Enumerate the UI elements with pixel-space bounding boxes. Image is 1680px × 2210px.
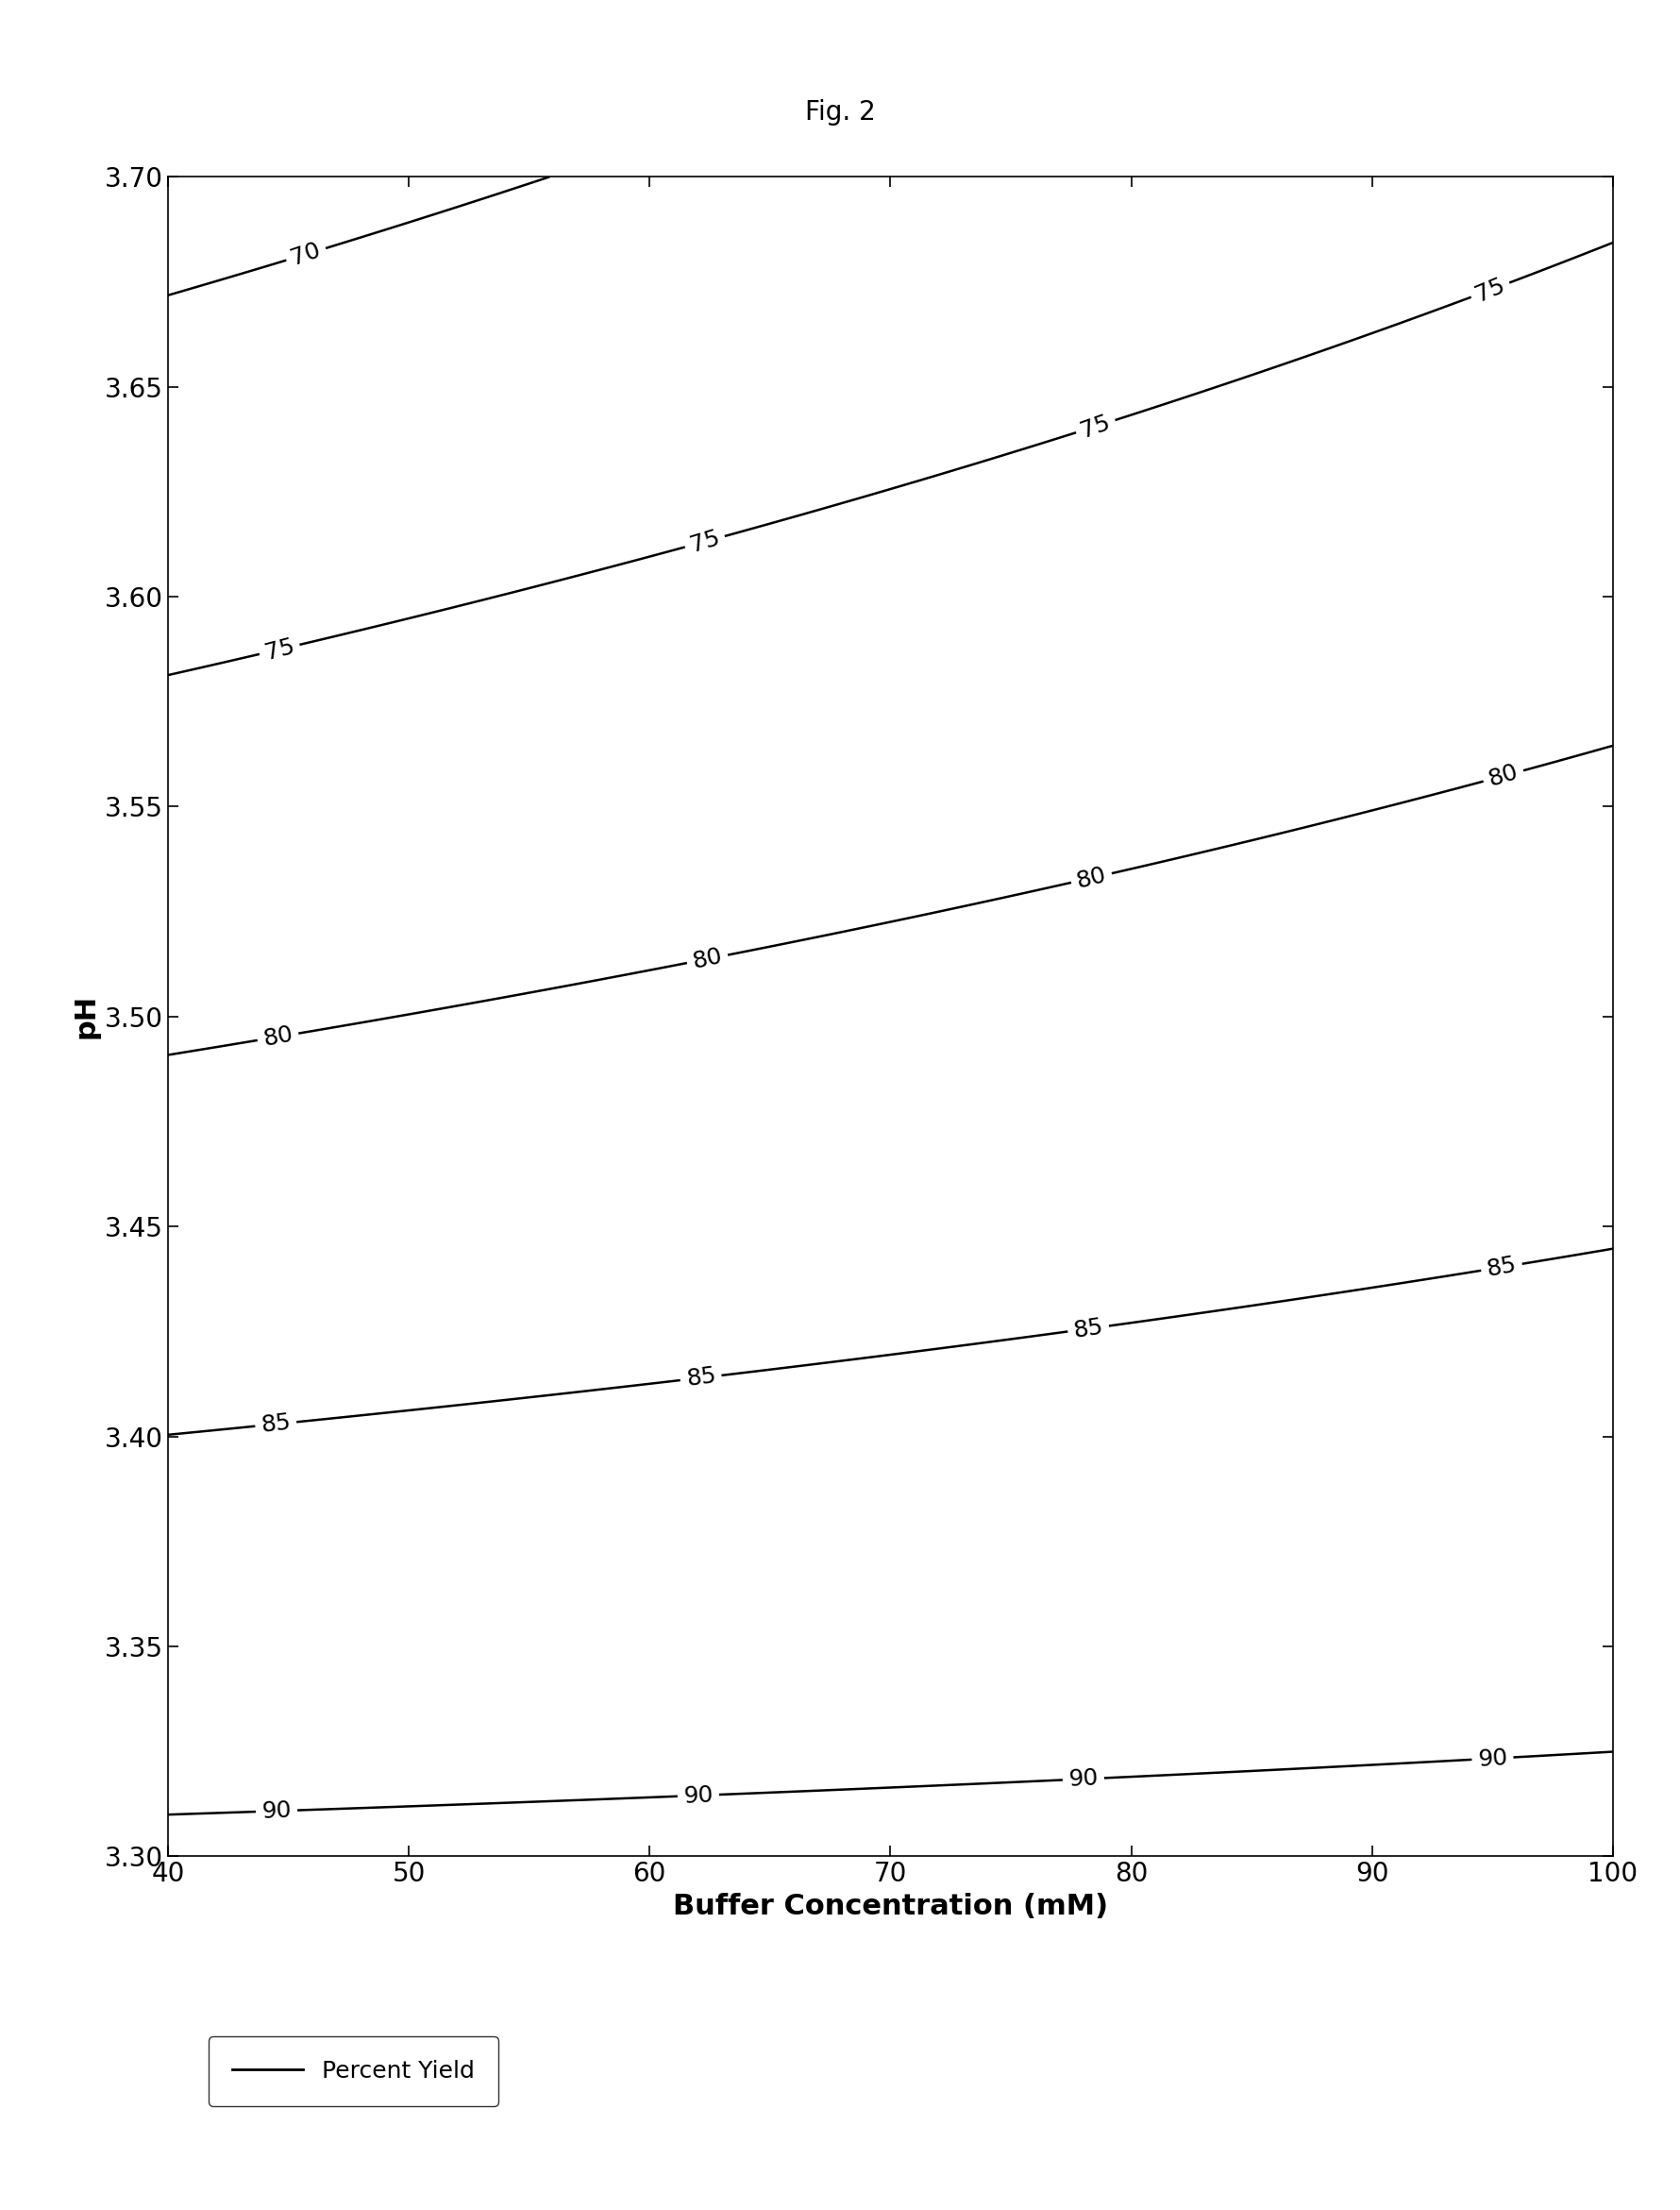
- Text: 90: 90: [260, 1799, 292, 1823]
- Text: 85: 85: [1485, 1253, 1519, 1282]
- Text: 80: 80: [1074, 864, 1109, 893]
- Text: 80: 80: [1485, 760, 1520, 791]
- Text: 85: 85: [684, 1364, 717, 1390]
- Text: 75: 75: [687, 526, 722, 557]
- Text: 75: 75: [1079, 411, 1114, 442]
- Y-axis label: pH: pH: [72, 994, 99, 1039]
- Text: 80: 80: [690, 944, 724, 972]
- Text: 85: 85: [260, 1412, 292, 1436]
- Text: 90: 90: [1477, 1746, 1509, 1770]
- X-axis label: Buffer Concentration (mM): Buffer Concentration (mM): [672, 1892, 1109, 1920]
- Text: 70: 70: [289, 239, 324, 270]
- Text: Fig. 2: Fig. 2: [805, 99, 875, 126]
- Text: 85: 85: [1072, 1315, 1105, 1341]
- Text: 75: 75: [1472, 274, 1509, 307]
- Text: 75: 75: [262, 634, 297, 665]
- Text: 90: 90: [682, 1783, 714, 1808]
- Text: 90: 90: [1068, 1768, 1099, 1790]
- Legend: Percent Yield: Percent Yield: [208, 2035, 499, 2106]
- Text: 80: 80: [260, 1023, 296, 1050]
